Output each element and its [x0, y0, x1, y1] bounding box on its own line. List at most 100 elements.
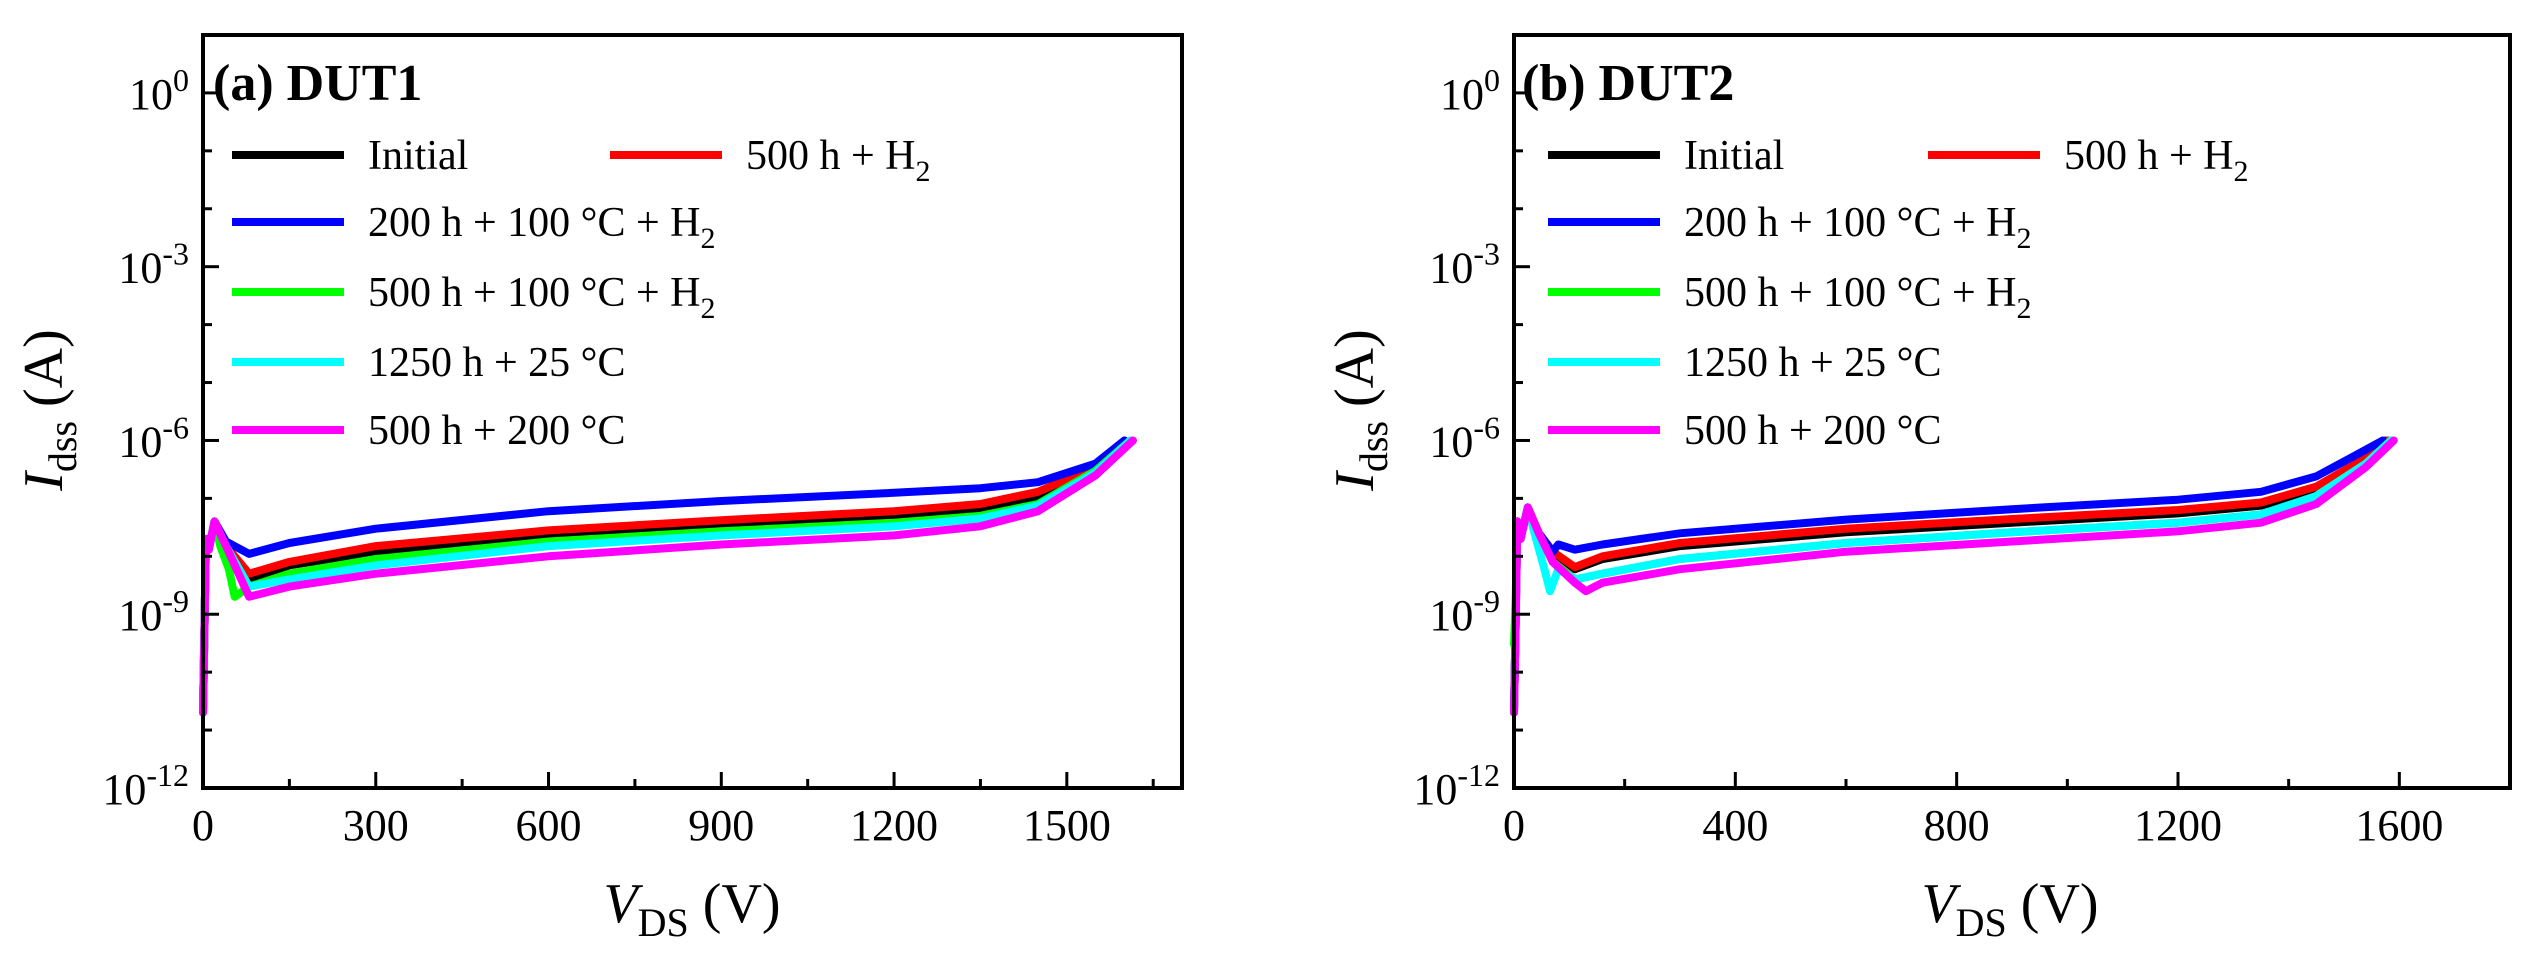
y-axis-label: Idss (A): [1324, 329, 1396, 492]
y-axis-label: Idss (A): [13, 329, 85, 492]
x-tick-label-text: 600: [516, 801, 582, 850]
y-tick-base: 10: [1429, 591, 1473, 640]
legend-entry: 500 h + H2: [2064, 133, 2249, 188]
y-tick-exponent: -12: [1457, 757, 1500, 793]
series-line-6: [1510, 436, 2398, 717]
legend-entry: 200 h + 100 °C + H2: [1684, 200, 2032, 255]
legend-entry: 1250 h + 25 °C: [1684, 340, 1942, 386]
legend-entry-subscript: 2: [701, 222, 716, 255]
y-tick-base: 10: [118, 591, 162, 640]
y-tick-exponent: -6: [1473, 409, 1500, 445]
y-tick-exponent: -6: [162, 409, 189, 445]
y-tick-base: 10: [129, 70, 173, 119]
y-axis-label-sub: dss: [40, 421, 85, 472]
plot-frame: [201, 33, 1184, 790]
x-tick-label: 900: [688, 801, 754, 850]
x-axis-label-unit: (V): [2007, 873, 2099, 935]
legend-entry: 500 h + 100 °C + H2: [368, 270, 716, 325]
y-axis-label-unit: (A): [13, 329, 75, 421]
y-axis-label-unit: (A): [1324, 329, 1386, 421]
y-tick-label: 10-9: [1429, 583, 1500, 640]
legend-entry-text: 500 h + 100 °C + H: [1684, 270, 2017, 316]
legend-entry-text: 200 h + 100 °C + H: [368, 200, 701, 246]
x-tick-label: 1500: [1023, 801, 1111, 850]
x-tick-label-text: 400: [1702, 801, 1768, 850]
x-tick-label: 800: [1924, 801, 1990, 850]
y-tick-exponent: 0: [173, 62, 189, 98]
x-tick-label-text: 1200: [850, 801, 938, 850]
x-tick-label-text: 0: [1503, 801, 1525, 850]
legend-entry: 500 h + 200 °C: [1684, 408, 1942, 454]
legend-entry-subscript: 2: [2017, 222, 2032, 255]
x-tick-label: 1200: [850, 801, 938, 850]
y-tick-label: 10-9: [118, 583, 189, 640]
x-tick-label: 600: [516, 801, 582, 850]
x-tick-label: 400: [1702, 801, 1768, 850]
legend-entry: 500 h + 200 °C: [368, 408, 626, 454]
x-tick-label: 1200: [2134, 801, 2222, 850]
y-tick-base: 10: [1413, 765, 1457, 814]
plot-frame: [1512, 33, 2512, 790]
y-tick-base: 10: [1429, 244, 1473, 293]
x-tick-label-text: 1200: [2134, 801, 2222, 850]
x-tick-label-text: 800: [1924, 801, 1990, 850]
x-axis-label-main: V: [1921, 873, 1961, 935]
legend-entry: 200 h + 100 °C + H2: [368, 200, 716, 255]
y-tick-base: 10: [102, 765, 146, 814]
legend-entry-subscript: 2: [916, 155, 931, 188]
legend-entry-text: Initial: [1684, 133, 1784, 179]
x-tick-label-text: 1500: [1023, 801, 1111, 850]
y-tick-exponent: -9: [162, 583, 189, 619]
legend-entry: Initial: [368, 133, 468, 179]
y-tick-base: 10: [1440, 70, 1484, 119]
legend-entry-subscript: 2: [2234, 155, 2249, 188]
x-tick-label: 0: [192, 801, 214, 850]
x-tick-label-text: 300: [343, 801, 409, 850]
chart-panel-1: 0 300 600 900 1200 150010010-310-610-910-12(a…: [13, 33, 1184, 945]
legend-entry-text: 500 h + H: [746, 133, 916, 179]
x-tick-label: 1600: [2355, 801, 2443, 850]
legend-entry-subscript: 2: [2017, 292, 2032, 325]
x-tick-label-text: 1600: [2355, 801, 2443, 850]
legend-entry-text: 1250 h + 25 °C: [1684, 340, 1942, 386]
legend-entry: 500 h + 100 °C + H2: [1684, 270, 2032, 325]
legend-entry-text: 500 h + 200 °C: [1684, 408, 1942, 454]
y-tick-exponent: -9: [1473, 583, 1500, 619]
y-tick-label: 100: [1440, 62, 1500, 119]
x-tick-label: 300: [343, 801, 409, 850]
x-tick-label-text: 900: [688, 801, 754, 850]
x-axis-label-sub: DS: [1956, 900, 2007, 945]
y-tick-exponent: -3: [1473, 236, 1500, 272]
legend-entry-text: 1250 h + 25 °C: [368, 340, 626, 386]
y-tick-exponent: -12: [146, 757, 189, 793]
series-line-6: [199, 436, 1137, 717]
y-tick-label: 10-6: [1429, 409, 1500, 466]
legend-entry-text: 500 h + H: [2064, 133, 2234, 179]
y-tick-label: 10-6: [118, 409, 189, 466]
y-tick-label: 10-12: [1413, 757, 1500, 814]
x-axis-label-main: V: [603, 873, 643, 935]
y-axis-label-main: I: [1324, 470, 1386, 492]
x-axis-label-sub: DS: [638, 900, 689, 945]
x-tick-label-text: 0: [192, 801, 214, 850]
y-axis-label-main: I: [13, 470, 75, 492]
legend-entry: Initial: [1684, 133, 1784, 179]
y-tick-exponent: -3: [162, 236, 189, 272]
x-axis-label: VDS (V): [603, 873, 780, 945]
legend-entry-text: 500 h + 100 °C + H: [368, 270, 701, 316]
panel-title-text: (a) DUT1: [213, 55, 422, 112]
legend-entry-text: 200 h + 100 °C + H: [1684, 200, 2017, 246]
x-axis-label: VDS (V): [1921, 873, 2098, 945]
legend-entry: 500 h + H2: [746, 133, 931, 188]
legend-entry-text: Initial: [368, 133, 468, 179]
y-tick-label: 10-12: [102, 757, 189, 814]
legend-entry: 1250 h + 25 °C: [368, 340, 626, 386]
panel-title: (a) DUT1: [213, 55, 422, 112]
y-axis-label-sub: dss: [1351, 421, 1396, 472]
y-tick-label: 100: [129, 62, 189, 119]
panel-title-text: (b) DUT2: [1522, 55, 1734, 112]
y-tick-base: 10: [118, 417, 162, 466]
y-tick-label: 10-3: [118, 236, 189, 293]
